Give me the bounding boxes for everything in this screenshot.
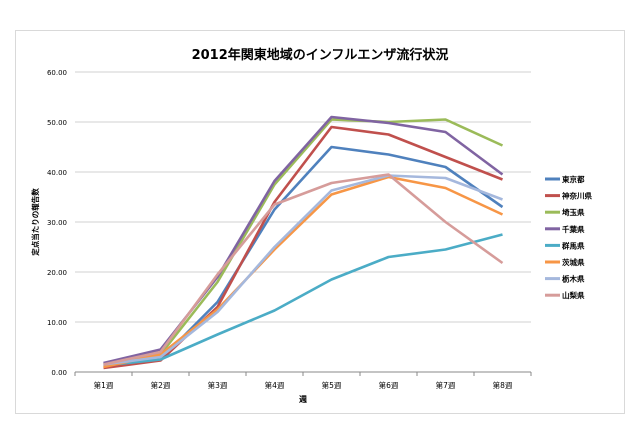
series-line-東京都 <box>103 145 504 368</box>
x-tick-label: 第6週 <box>379 380 399 390</box>
x-tick-label: 第4週 <box>265 380 285 390</box>
y-tick-label: 60.00 <box>47 69 67 77</box>
y-tick-label: 10.00 <box>47 319 67 327</box>
legend-label: 東京都 <box>562 174 585 184</box>
chart-title: 2012年関東地域のインフルエンザ流行状況 <box>191 48 449 63</box>
series-line-栃木県 <box>103 174 503 366</box>
x-tick-label: 第7週 <box>436 380 456 390</box>
x-tick-label: 第8週 <box>493 380 513 390</box>
y-axis-label: 定点当たりの報告数 <box>30 188 40 256</box>
x-tick-label: 第2週 <box>151 380 171 390</box>
x-tick-label: 第5週 <box>322 380 342 390</box>
series-line-茨城県 <box>103 175 504 369</box>
legend-label: 千葉県 <box>562 224 585 234</box>
series-line-群馬県 <box>103 233 503 367</box>
x-axis-label: 週 <box>299 395 307 404</box>
y-tick-label: 20.00 <box>47 269 67 277</box>
legend-label: 神奈川県 <box>562 191 592 201</box>
legend-label: 山梨県 <box>562 290 585 300</box>
legend-label: 群馬県 <box>561 240 585 250</box>
series-line-埼玉県 <box>103 118 504 366</box>
y-tick-label: 0.00 <box>51 369 67 377</box>
x-tick-label: 第3週 <box>208 380 228 390</box>
legend-label: 栃木県 <box>562 274 585 284</box>
y-tick-label: 40.00 <box>47 169 67 177</box>
y-tick-label: 50.00 <box>47 119 67 127</box>
legend-label: 埼玉県 <box>562 207 585 217</box>
y-tick-label: 30.00 <box>47 219 67 227</box>
series-line-神奈川県 <box>103 125 503 370</box>
series-line-山梨県 <box>103 173 504 366</box>
x-tick-label: 第1週 <box>94 380 114 390</box>
legend-label: 茨城県 <box>562 257 585 267</box>
